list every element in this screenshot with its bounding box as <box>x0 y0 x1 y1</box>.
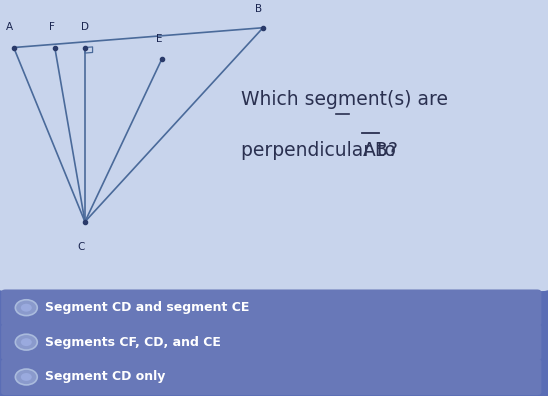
Text: D: D <box>81 22 89 32</box>
Text: Segment CD and segment CE: Segment CD and segment CE <box>45 301 249 314</box>
Text: A: A <box>6 22 14 32</box>
Text: Segment CD only: Segment CD only <box>45 371 165 383</box>
FancyBboxPatch shape <box>0 0 548 291</box>
FancyBboxPatch shape <box>1 289 541 326</box>
Text: Segments CF, CD, and CE: Segments CF, CD, and CE <box>45 336 221 348</box>
Circle shape <box>21 338 32 346</box>
FancyBboxPatch shape <box>1 359 541 395</box>
Text: perpendicular to: perpendicular to <box>241 141 402 160</box>
Circle shape <box>15 334 37 350</box>
Circle shape <box>15 300 37 316</box>
FancyBboxPatch shape <box>1 324 541 360</box>
Text: C: C <box>77 242 85 251</box>
Circle shape <box>21 373 32 381</box>
Circle shape <box>15 369 37 385</box>
Text: F: F <box>49 22 55 32</box>
Circle shape <box>21 304 32 312</box>
Text: Which segment(s) are: Which segment(s) are <box>241 89 448 109</box>
Text: AB?: AB? <box>363 141 398 160</box>
Text: B: B <box>255 4 262 14</box>
Text: E: E <box>156 34 162 44</box>
